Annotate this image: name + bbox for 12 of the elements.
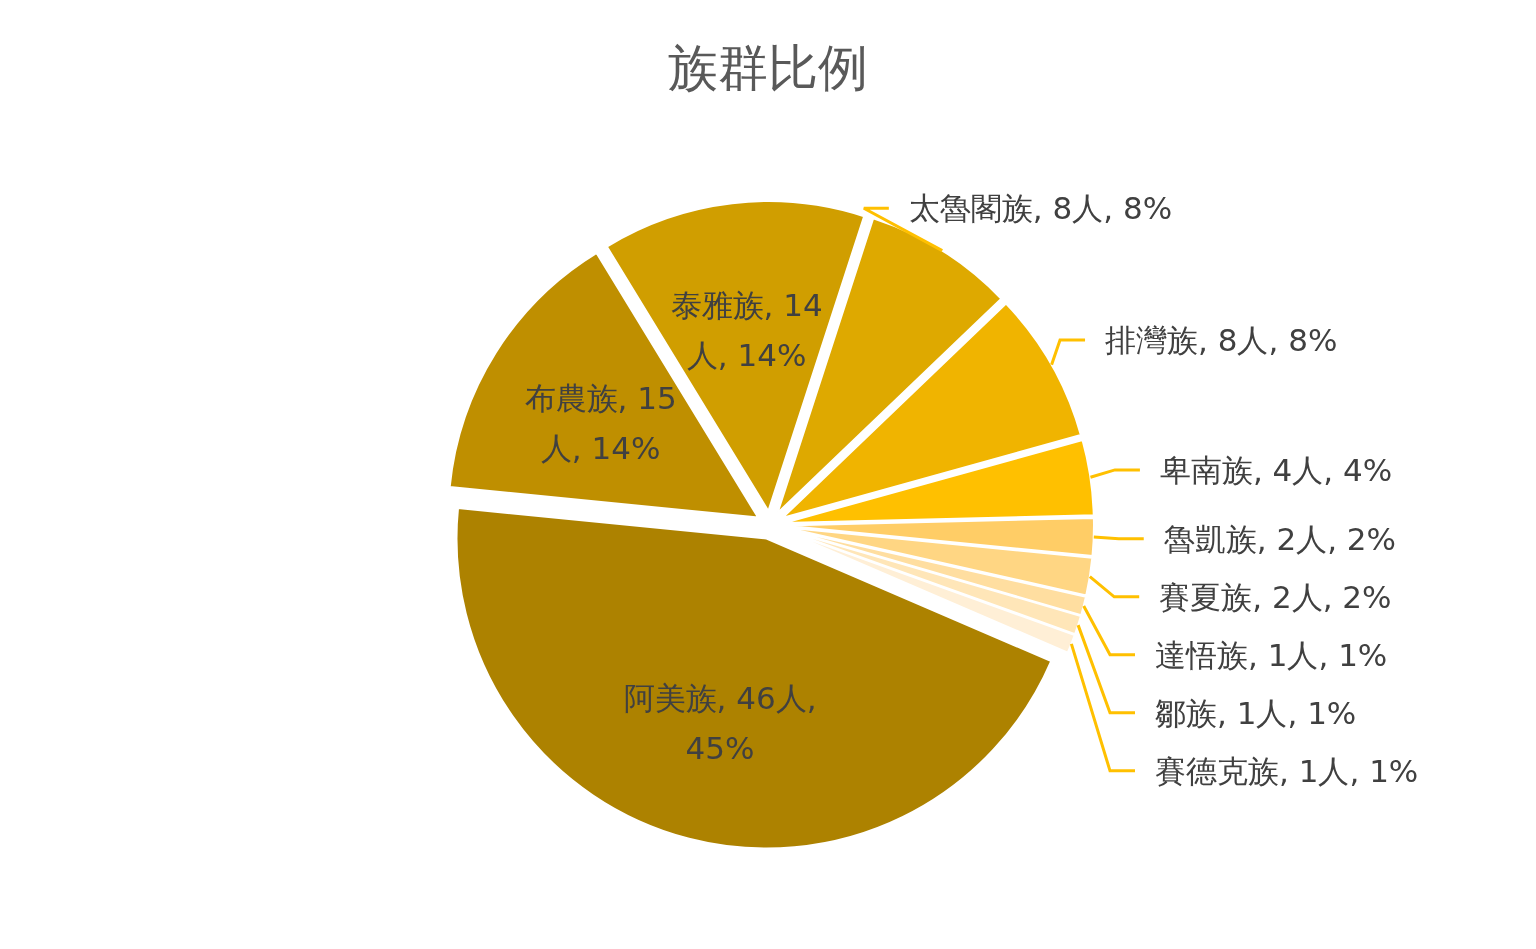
slice-label: 鄒族, 1人, 1%	[1155, 694, 1357, 731]
slice-label: 賽夏族, 2人, 2%	[1159, 578, 1392, 615]
slice-label: 達悟族, 1人, 1%	[1155, 636, 1388, 673]
slice-label: 阿美族, 46人, 45%	[623, 679, 817, 766]
slice-label: 布農族, 15人, 14%	[524, 379, 677, 466]
slice-label: 太魯閣族, 8人, 8%	[908, 190, 1173, 227]
slice-label: 賽德克族, 1人, 1%	[1155, 752, 1419, 789]
slice-label: 泰雅族, 14人, 14%	[670, 287, 823, 374]
slice-label: 卑南族, 4人, 4%	[1159, 451, 1393, 488]
slice-label: 魯凱族, 2人, 2%	[1163, 520, 1397, 557]
slice-label: 排灣族, 8人, 8%	[1105, 322, 1338, 358]
chart-title: 族群比例	[668, 39, 868, 97]
